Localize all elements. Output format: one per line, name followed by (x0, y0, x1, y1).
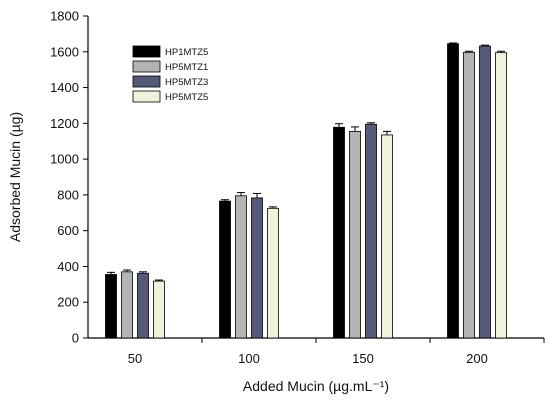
y-tick-label: 1000 (50, 152, 79, 167)
legend-swatch (132, 45, 161, 58)
y-axis-ticks: 0 200 400 600 800 1000 1200 1400 1600 1800 (50, 9, 88, 346)
bar-hp5mtz1 (235, 195, 247, 339)
bar-hp5mtz3 (137, 272, 149, 339)
bar-hp1mtz5 (447, 43, 459, 339)
legend-label: HP5MTZ3 (165, 77, 208, 88)
bar-hp1mtz5 (333, 126, 345, 339)
bar-hp5mtz3 (479, 45, 491, 339)
y-tick-label: 800 (57, 187, 79, 202)
legend-swatch (132, 60, 161, 73)
y-tick-label: 0 (72, 331, 79, 346)
x-axis-label: Added Mucin (µg.mL⁻¹) (243, 378, 389, 394)
y-tick-label: 200 (57, 295, 79, 310)
legend-label: HP5MTZ5 (165, 92, 208, 103)
plot-area: 0 200 400 600 800 1000 1200 1400 1600 1800 50 100 1… (50, 9, 545, 366)
bar-hp5mtz5 (381, 134, 393, 339)
bar-hp1mtz5 (105, 274, 117, 339)
y-tick-label: 1600 (50, 44, 79, 59)
y-axis-label: Adsorbed Mucin (µg) (7, 112, 23, 242)
x-tick-label: 50 (128, 351, 142, 366)
legend-swatch (132, 90, 161, 103)
legend-label: HP5MTZ1 (165, 62, 208, 73)
x-tick-label: 100 (238, 351, 260, 366)
legend: HP1MTZ5 HP5MTZ1 HP5MTZ3 HP5MTZ5 (132, 45, 208, 103)
legend-label: HP1MTZ5 (165, 47, 208, 58)
y-tick-label: 600 (57, 223, 79, 238)
y-tick-label: 1400 (50, 80, 79, 95)
bar-hp5mtz5 (495, 52, 507, 339)
bar-hp5mtz1 (463, 51, 475, 339)
bar-hp1mtz5 (219, 200, 231, 339)
x-tick-label: 200 (466, 351, 488, 366)
bar-hp5mtz3 (251, 197, 263, 339)
bar-hp5mtz3 (365, 123, 377, 339)
y-tick-label: 1200 (50, 116, 79, 131)
y-tick-label: 1800 (50, 9, 79, 24)
bar-hp5mtz1 (349, 130, 361, 339)
x-tick-label: 150 (352, 351, 374, 366)
x-axis-ticks: 50 100 150 200 (128, 338, 545, 366)
bar-hp5mtz1 (121, 271, 133, 339)
bar-hp5mtz5 (267, 207, 279, 339)
legend-swatch (132, 75, 161, 88)
y-tick-label: 400 (57, 259, 79, 274)
bar-series-group (105, 42, 507, 339)
bar-hp5mtz5 (153, 280, 165, 339)
